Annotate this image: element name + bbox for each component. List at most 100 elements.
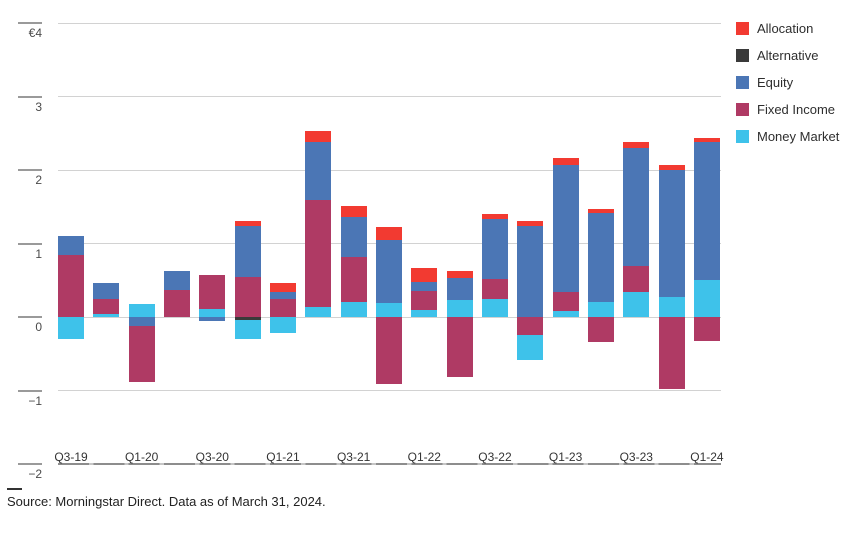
bar-segment-money-market <box>128 303 155 317</box>
bar-segment-allocation <box>234 220 261 226</box>
legend-label: Fixed Income <box>757 102 836 117</box>
x-tick-label: Q3-22 <box>478 450 512 464</box>
bar-segment-fixed-income <box>305 200 332 307</box>
bar-segment-money-market <box>269 317 296 334</box>
y-tick-label: 0 <box>35 320 42 334</box>
gridline <box>58 169 721 171</box>
bar-segment-money-market <box>552 311 579 317</box>
bar-segment-equity <box>340 217 367 257</box>
x-tick-label: Q3-21 <box>336 450 371 464</box>
y-tick-mark <box>18 242 42 245</box>
bar-segment-fixed-income <box>234 277 261 317</box>
alternative-swatch-icon <box>736 49 749 62</box>
y-tick-label: −1 <box>28 393 42 408</box>
bar-segment-money-market <box>375 303 402 317</box>
bar-segment-allocation <box>375 226 402 240</box>
bar-segment-allocation <box>623 142 650 148</box>
gridline <box>58 96 721 97</box>
bar-segment-equity <box>269 292 296 300</box>
bar-segment-money-market <box>587 301 614 317</box>
x-tick-label: Q1-20 <box>124 450 159 464</box>
legend-item-allocation: Allocation <box>736 21 839 36</box>
bar-segment-fixed-income <box>58 254 84 317</box>
bar-segment-equity <box>128 317 155 326</box>
legend-item-equity: Equity <box>736 75 839 90</box>
footnote-rule <box>7 488 22 490</box>
bar-segment-allocation <box>517 220 544 226</box>
bar-segment-equity <box>517 225 544 317</box>
bar-segment-equity <box>375 239 402 304</box>
bar-segment-money-market <box>234 319 261 340</box>
gridline <box>58 22 721 24</box>
fixed-income-swatch-icon <box>736 103 749 116</box>
bar-segment-equity <box>305 142 332 201</box>
bar-segment-money-market <box>446 300 473 317</box>
bar-segment-equity <box>234 225 261 278</box>
bar-segment-fixed-income <box>623 266 650 292</box>
bar-segment-equity <box>199 317 226 322</box>
legend-label: Money Market <box>757 129 840 144</box>
bar-segment-allocation <box>587 208 614 214</box>
bar-segment-allocation <box>411 268 438 282</box>
bar-segment-allocation <box>693 137 720 143</box>
allocation-swatch-icon <box>736 22 749 35</box>
bar-segment-equity <box>552 164 579 292</box>
bar-segment-fixed-income <box>128 325 155 382</box>
bar-segment-equity <box>623 147 650 267</box>
legend-item-money-market: Money Market <box>736 129 840 144</box>
bar-segment-equity <box>446 278 473 301</box>
bar-segment-equity <box>658 170 685 298</box>
bar-segment-allocation <box>305 131 332 143</box>
bar-segment-money-market <box>305 306 332 317</box>
bar-segment-fixed-income <box>93 299 120 315</box>
bar-segment-allocation <box>481 214 508 220</box>
x-tick-label: Q3-20 <box>195 450 229 464</box>
bar-segment-money-market <box>340 301 367 317</box>
y-tick-label: 1 <box>35 246 42 261</box>
bar-segment-equity <box>93 283 120 300</box>
legend: Allocation Alternative Equity Fixed Inco… <box>736 21 840 157</box>
legend-item-alternative: Alternative <box>736 48 839 63</box>
legend-label: Allocation <box>757 21 814 36</box>
bar-segment-allocation <box>269 283 296 292</box>
bar-segment-equity <box>481 219 508 279</box>
bar-segment-fixed-income <box>693 317 720 342</box>
x-tick-label: Q1-21 <box>266 450 300 464</box>
bar-segment-fixed-income <box>446 317 473 377</box>
bar-segment-money-market <box>693 279 720 317</box>
bar-segment-fixed-income <box>340 256 367 302</box>
bar-segment-equity <box>411 281 438 291</box>
x-axis-line <box>58 463 721 465</box>
bar-segment-money-market <box>411 309 438 317</box>
bar-segment-allocation <box>446 270 473 279</box>
bar-segment-allocation <box>552 158 579 165</box>
bar-segment-fixed-income <box>375 317 402 384</box>
bar-segment-equity <box>58 236 84 255</box>
x-tick-label: Q1-24 <box>690 450 724 464</box>
bar-segment-money-market <box>658 297 685 317</box>
bar-segment-money-market <box>481 298 508 317</box>
y-tick-mark <box>18 316 42 318</box>
bar-segment-money-market <box>58 317 84 340</box>
bar-segment-allocation <box>658 164 685 170</box>
equity-swatch-icon <box>736 76 749 89</box>
bar-segment-fixed-income <box>269 299 296 317</box>
plot-area <box>58 22 721 465</box>
bar-segment-money-market <box>93 314 120 317</box>
legend-label: Alternative <box>757 48 819 63</box>
y-tick-mark <box>18 22 42 24</box>
bar-segment-fixed-income <box>199 275 226 309</box>
bar-segment-equity <box>693 142 720 280</box>
bar-segment-money-market <box>517 334 544 360</box>
y-tick-mark <box>18 389 42 392</box>
y-tick-mark <box>18 95 42 98</box>
bar-segment-money-market <box>199 308 226 317</box>
y-tick-label: 2 <box>35 173 42 187</box>
bar-segment-equity <box>163 271 190 290</box>
bar-segment-fixed-income <box>587 317 614 342</box>
bar-segment-money-market <box>623 292 650 317</box>
bar-segment-fixed-income <box>411 290 438 310</box>
gridline <box>58 390 721 391</box>
y-tick-mark <box>18 463 42 465</box>
